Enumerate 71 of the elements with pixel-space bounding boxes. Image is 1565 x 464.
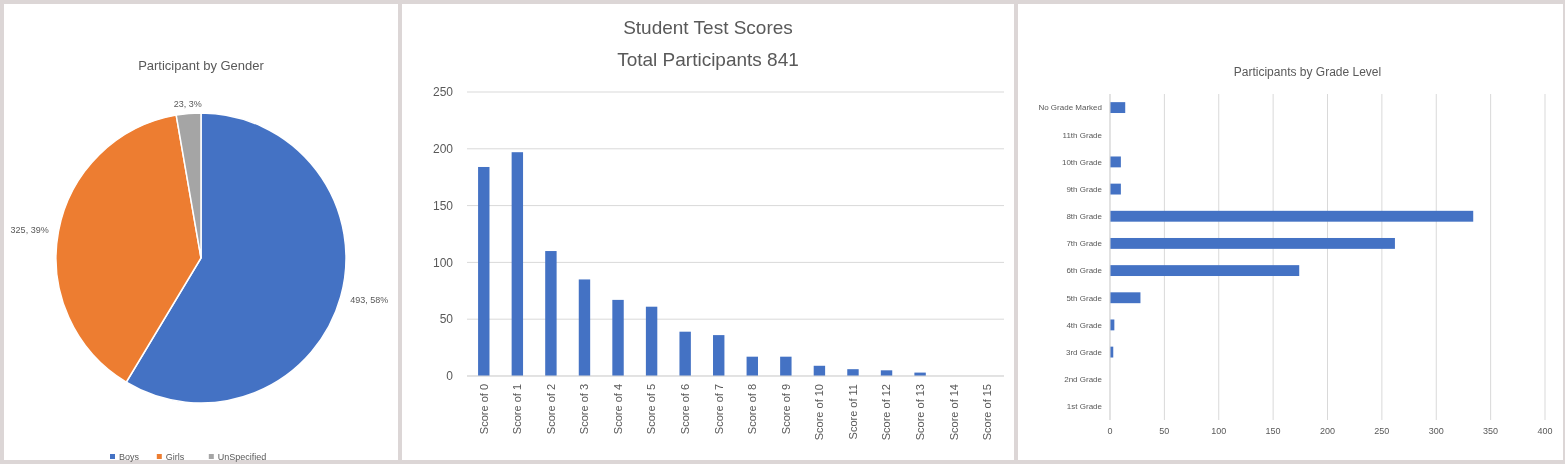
x-tick-label: 300: [1428, 426, 1444, 436]
x-tick-label: Score of 9: [779, 384, 792, 435]
data-label: 325, 39%: [10, 224, 49, 235]
x-tick-label: 250: [1374, 426, 1390, 436]
y-tick-label: 11th Grade: [1062, 130, 1103, 140]
y-tick-label: 1st Grade: [1066, 402, 1103, 412]
x-tick-label: Score of 3: [578, 384, 591, 435]
bar: [713, 335, 725, 376]
bar: [780, 356, 792, 376]
y-tick-label: 50: [439, 312, 454, 327]
x-tick-label: Score of 1: [511, 384, 524, 435]
bar: [1110, 183, 1121, 195]
bar: [578, 279, 591, 376]
y-tick-label: 10th Grade: [1061, 157, 1103, 167]
x-tick-label: Score of 4: [611, 384, 624, 435]
x-tick-label: Score of 11: [846, 384, 859, 440]
y-tick-label: 6th Grade: [1066, 266, 1103, 276]
data-label: 23, 3%: [173, 98, 202, 109]
x-tick-label: Score of 7: [712, 384, 725, 435]
y-tick-label: 3rd Grade: [1065, 347, 1103, 357]
bar: [612, 299, 624, 376]
x-tick-label: 100: [1211, 426, 1227, 436]
bar: [1110, 237, 1395, 249]
legend-label: UnSpecified: [217, 452, 267, 463]
bar: [679, 331, 691, 376]
x-tick-label: Score of 2: [544, 384, 557, 435]
chart-title: Student Test Scores: [623, 17, 793, 38]
x-tick-label: Score of 8: [746, 384, 759, 435]
x-tick-label: Score of 12: [880, 384, 893, 441]
y-tick-label: 2nd Grade: [1064, 375, 1103, 385]
chart-subtitle: Total Participants 841: [617, 49, 799, 70]
y-tick-label: 0: [446, 369, 454, 384]
x-tick-label: 150: [1265, 426, 1281, 436]
x-tick-label: 0: [1107, 426, 1113, 436]
bar: [511, 152, 524, 376]
y-tick-label: No Grade Marked: [1038, 103, 1102, 113]
bar: [545, 251, 557, 376]
bar: [847, 369, 859, 376]
bar: [478, 166, 490, 376]
data-label: 493, 58%: [350, 294, 389, 305]
y-tick-label: 150: [432, 198, 454, 213]
y-tick-label: 250: [432, 85, 454, 100]
x-tick-label: 50: [1159, 426, 1170, 436]
x-tick-label: 200: [1319, 426, 1336, 436]
y-tick-label: 200: [432, 142, 454, 156]
y-tick-label: 9th Grade: [1066, 184, 1103, 194]
bar: [1110, 102, 1126, 114]
y-tick-label: 5th Grade: [1066, 293, 1103, 303]
x-tick-label: Score of 10: [813, 384, 826, 441]
bar: [1110, 156, 1121, 168]
x-tick-label: Score of 6: [679, 384, 692, 435]
legend-label: Girls: [165, 452, 185, 463]
legend-label: Boys: [119, 452, 140, 463]
x-tick-label: Score of 15: [981, 384, 994, 441]
bar: [1110, 292, 1141, 304]
x-tick-label: Score of 14: [947, 384, 960, 441]
x-tick-label: 350: [1483, 426, 1499, 436]
chart-title: Participant by Gender: [138, 58, 265, 73]
y-tick-label: 100: [432, 255, 454, 270]
bar: [1110, 265, 1300, 277]
y-tick-label: 8th Grade: [1066, 212, 1103, 222]
chart-title: Participants by Grade Level: [1233, 65, 1382, 79]
x-tick-label: Score of 0: [477, 384, 490, 435]
x-tick-label: Score of 13: [913, 384, 926, 441]
y-tick-label: 7th Grade: [1066, 239, 1103, 249]
bar: [746, 356, 758, 376]
y-tick-label: 4th Grade: [1066, 320, 1103, 330]
bar: [1110, 210, 1474, 222]
bar: [645, 306, 658, 376]
x-tick-label: Score of 5: [645, 384, 658, 435]
x-tick-label: 400: [1537, 426, 1553, 436]
